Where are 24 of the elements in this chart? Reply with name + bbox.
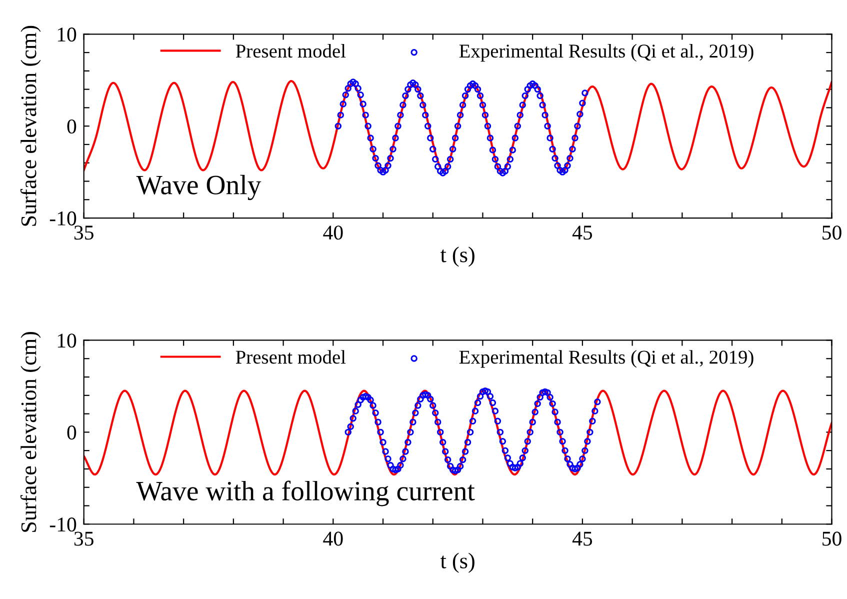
y-tick-label: 0 bbox=[67, 426, 76, 440]
x-tick-label: 35 bbox=[74, 532, 94, 546]
annotation: Wave with a following current bbox=[136, 480, 475, 506]
x-tick-label: 50 bbox=[822, 226, 842, 240]
legend-label: Present model bbox=[236, 44, 346, 58]
y-tick-label: 10 bbox=[58, 334, 76, 348]
x-tick-label: 35 bbox=[74, 226, 94, 240]
x-axis-title: t (s) bbox=[440, 246, 474, 267]
x-tick-label: 50 bbox=[822, 532, 842, 546]
annotation: Wave Only bbox=[136, 174, 262, 200]
y-tick-label: 10 bbox=[58, 28, 76, 42]
y-axis-title: Surface elevation (cm) bbox=[20, 332, 41, 532]
x-tick-label: 40 bbox=[323, 226, 343, 240]
y-tick-label: -10 bbox=[50, 518, 76, 532]
x-tick-label: 40 bbox=[323, 532, 343, 546]
x-tick-label: 45 bbox=[572, 226, 592, 240]
y-axis-title: Surface elevation (cm) bbox=[20, 26, 41, 226]
y-tick-label: -10 bbox=[50, 211, 76, 226]
legend-label: Present model bbox=[236, 350, 346, 364]
legend-label: Experimental Results (Qi et al., 2019) bbox=[459, 44, 754, 62]
x-tick-label: 45 bbox=[572, 532, 592, 546]
y-tick-label: 0 bbox=[67, 119, 76, 134]
x-axis-title: t (s) bbox=[440, 552, 474, 573]
legend-label: Experimental Results (Qi et al., 2019) bbox=[459, 350, 754, 368]
